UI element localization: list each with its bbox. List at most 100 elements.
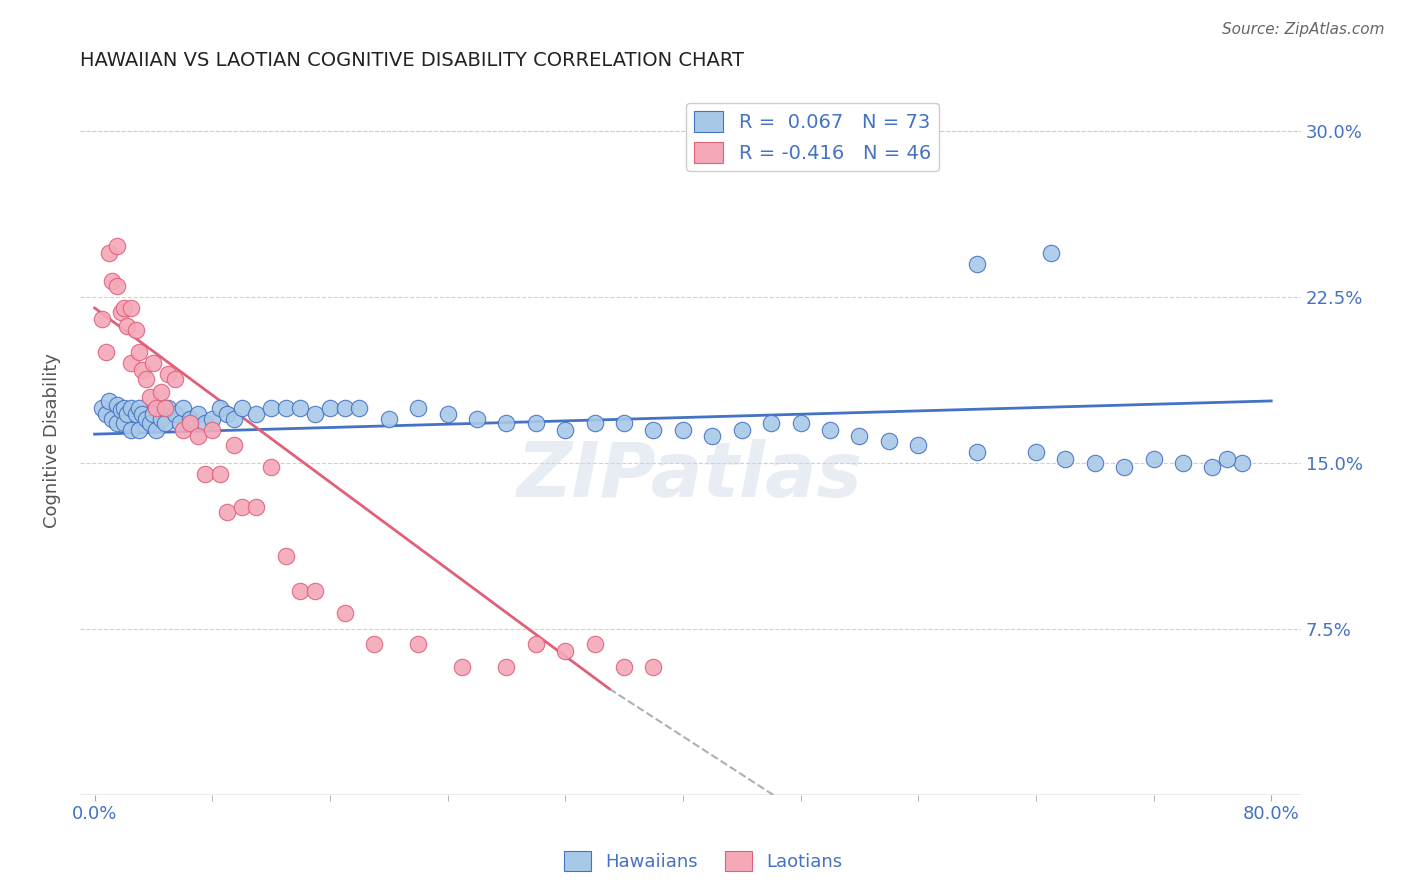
Point [349, 401, 371, 415]
Point [672, 423, 695, 437]
Point [554, 644, 576, 658]
Point [105, 416, 128, 430]
Point [208, 401, 231, 415]
Point [524, 638, 547, 652]
Point [907, 438, 929, 452]
Point [98, 245, 121, 260]
Point [142, 407, 165, 421]
Point [165, 407, 187, 421]
Point [274, 401, 297, 415]
Point [465, 411, 488, 425]
Point [319, 401, 342, 415]
Point [495, 659, 517, 673]
Point [120, 301, 142, 315]
Point [274, 549, 297, 563]
Point [224, 411, 246, 425]
Point [260, 401, 283, 415]
Point [105, 398, 128, 412]
Point [186, 407, 208, 421]
Point [90, 401, 112, 415]
Point [789, 416, 811, 430]
Point [142, 356, 165, 370]
Point [194, 416, 217, 430]
Point [165, 372, 187, 386]
Point [101, 274, 124, 288]
Point [1084, 456, 1107, 470]
Point [110, 305, 132, 319]
Point [112, 401, 135, 415]
Point [304, 407, 326, 421]
Point [201, 411, 224, 425]
Point [125, 323, 148, 337]
Point [131, 407, 153, 421]
Point [186, 429, 208, 443]
Point [157, 401, 180, 415]
Point [304, 584, 326, 599]
Point [149, 385, 172, 400]
Point [153, 416, 176, 430]
Point [1025, 445, 1047, 459]
Point [149, 411, 172, 425]
Point [231, 500, 253, 515]
Point [139, 416, 162, 430]
Point [194, 467, 217, 481]
Point [231, 401, 253, 415]
Point [333, 401, 356, 415]
Point [1171, 456, 1194, 470]
Point [245, 500, 267, 515]
Point [848, 429, 870, 443]
Point [554, 423, 576, 437]
Point [128, 401, 150, 415]
Point [1054, 451, 1077, 466]
Point [224, 438, 246, 452]
Point [436, 407, 458, 421]
Point [105, 239, 128, 253]
Point [377, 411, 399, 425]
Point [112, 416, 135, 430]
Point [120, 401, 142, 415]
Point [172, 401, 194, 415]
Point [451, 659, 474, 673]
Point [966, 445, 988, 459]
Point [643, 423, 665, 437]
Point [613, 659, 636, 673]
Point [139, 390, 162, 404]
Point [759, 416, 782, 430]
Point [90, 312, 112, 326]
Point [260, 460, 283, 475]
Point [101, 411, 124, 425]
Point [583, 416, 606, 430]
Point [128, 345, 150, 359]
Point [131, 363, 153, 377]
Text: Source: ZipAtlas.com: Source: ZipAtlas.com [1222, 22, 1385, 37]
Point [201, 423, 224, 437]
Point [495, 416, 517, 430]
Point [208, 467, 231, 481]
Point [1216, 451, 1239, 466]
Point [1114, 460, 1136, 475]
Point [613, 416, 636, 430]
Point [290, 401, 312, 415]
Point [1201, 460, 1223, 475]
Y-axis label: Cognitive Disability: Cognitive Disability [44, 353, 60, 528]
Point [818, 423, 841, 437]
Point [115, 318, 138, 333]
Point [98, 393, 121, 408]
Point [245, 407, 267, 421]
Point [120, 423, 142, 437]
Point [145, 401, 167, 415]
Point [135, 372, 157, 386]
Point [128, 423, 150, 437]
Point [877, 434, 900, 448]
Point [120, 356, 142, 370]
Point [112, 301, 135, 315]
Point [179, 416, 201, 430]
Point [145, 423, 167, 437]
Point [157, 368, 180, 382]
Point [96, 345, 118, 359]
Point [731, 423, 754, 437]
Point [105, 278, 128, 293]
Text: HAWAIIAN VS LAOTIAN COGNITIVE DISABILITY CORRELATION CHART: HAWAIIAN VS LAOTIAN COGNITIVE DISABILITY… [80, 51, 744, 70]
Point [702, 429, 724, 443]
Point [290, 584, 312, 599]
